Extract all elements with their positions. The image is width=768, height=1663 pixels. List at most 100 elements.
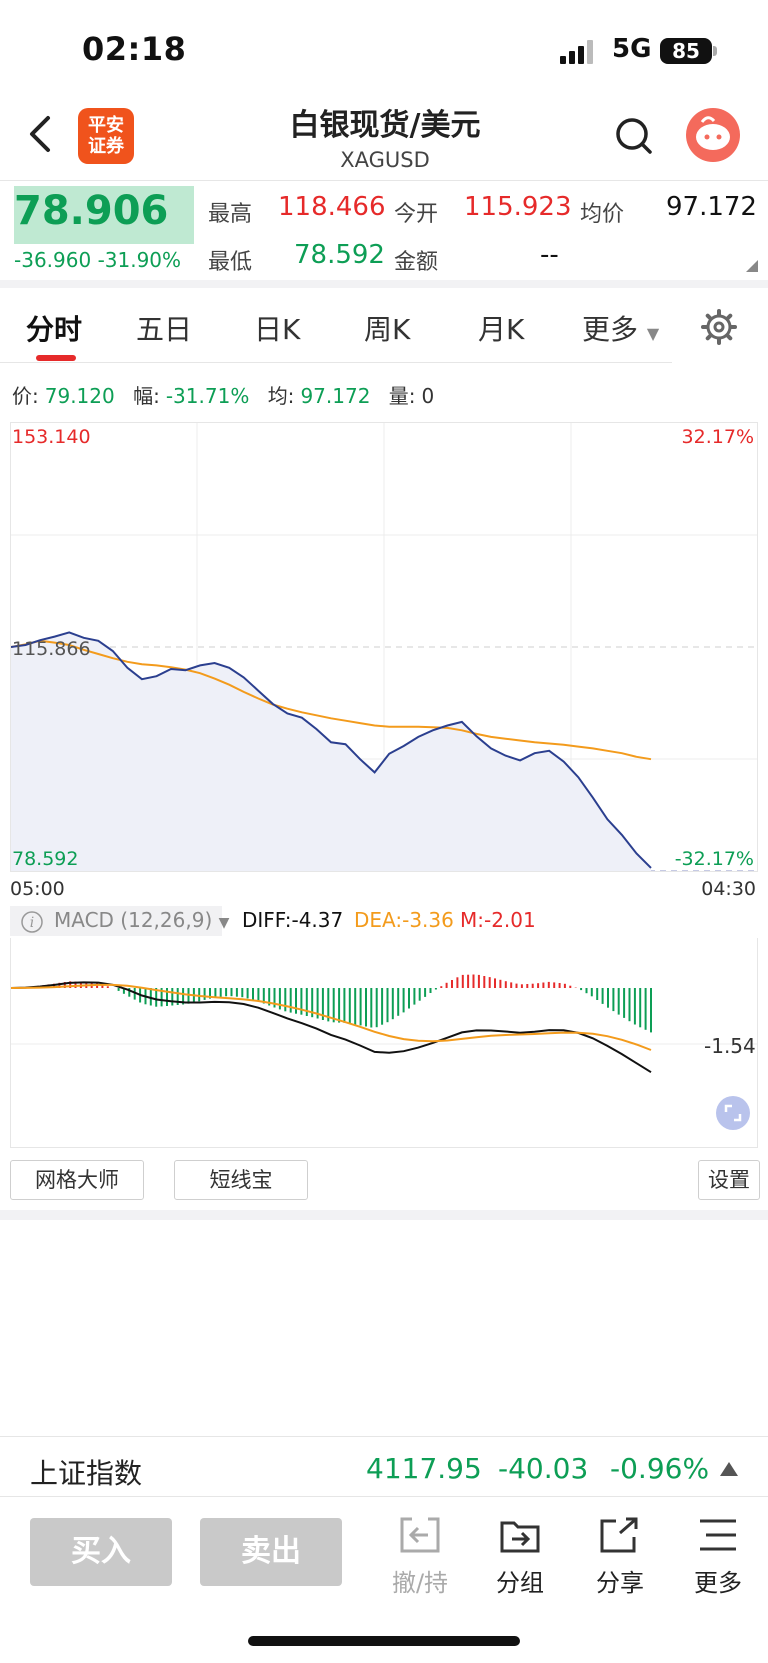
- fullscreen-icon[interactable]: [716, 1096, 750, 1130]
- pct-bottom-label: -32.17%: [674, 848, 754, 870]
- network-type: 5G: [612, 34, 652, 64]
- nav-share-label: 分享: [596, 1569, 644, 1597]
- pct-top-label: 32.17%: [681, 426, 754, 448]
- info-price: 79.120: [44, 384, 115, 408]
- avg-label: 均价: [580, 202, 625, 227]
- assistant-avatar[interactable]: [686, 108, 740, 162]
- info-avg: 97.172: [300, 384, 371, 408]
- amount-value: --: [540, 240, 559, 270]
- index-value: 4117.95: [366, 1452, 482, 1485]
- index-change: -40.03: [498, 1452, 589, 1485]
- section-gap: [0, 280, 768, 288]
- timeshare-chart[interactable]: [10, 422, 758, 872]
- y-bottom-label: 78.592: [12, 848, 79, 870]
- chat-bubble-icon: [696, 116, 730, 150]
- grid-master-button[interactable]: 网格大师: [10, 1160, 144, 1200]
- price-line: [10, 631, 652, 869]
- nav-more-label: 更多: [694, 1569, 742, 1597]
- x-end-label: 04:30: [701, 878, 756, 900]
- chevron-down-icon: ▼: [646, 324, 660, 343]
- svg-text:i: i: [30, 915, 34, 931]
- y-top-label: 153.140: [12, 426, 91, 448]
- crosshair-info: 价: 79.120 幅: -31.71% 均: 97.172 量: 0: [12, 380, 446, 409]
- expand-arrows-icon: [724, 1104, 742, 1122]
- macd-chart-svg: [10, 974, 757, 1074]
- status-time: 02:18: [82, 30, 187, 68]
- x-start-label: 05:00: [10, 878, 65, 900]
- home-indicator: [248, 1636, 520, 1646]
- logo-text-bottom: 证券: [88, 136, 124, 157]
- change-value: -36.960: [14, 248, 92, 272]
- low-value: 78.592: [294, 240, 385, 270]
- index-name[interactable]: 上证指数: [30, 1457, 143, 1490]
- macd-selector[interactable]: [10, 906, 222, 936]
- info-vol-label: 量:: [388, 384, 416, 408]
- short-line-button[interactable]: 短线宝: [174, 1160, 308, 1200]
- macd-diff: DIFF:-4.37: [242, 908, 344, 932]
- nav-cancel[interactable]: 撤/持: [380, 1515, 460, 1598]
- search-icon[interactable]: [614, 116, 654, 156]
- caret-up-icon[interactable]: [720, 1462, 738, 1476]
- back-arrow-icon[interactable]: [26, 112, 56, 156]
- low-label: 最低: [208, 250, 253, 275]
- info-vol: 0: [421, 384, 435, 408]
- macd-chart[interactable]: [10, 938, 758, 1148]
- macd-m: M:-2.01: [460, 908, 536, 932]
- nav-cancel-label: 撤/持: [391, 1569, 449, 1597]
- tab-monthly-k[interactable]: 月K: [478, 313, 525, 346]
- dropdown-icon: ▼: [218, 915, 230, 931]
- buy-button[interactable]: 买入: [30, 1518, 172, 1586]
- high-value: 118.466: [278, 192, 386, 222]
- active-tab-indicator: [36, 355, 76, 361]
- average-price-line: [10, 639, 652, 761]
- price-area: [11, 632, 651, 871]
- logo-text-top: 平安: [88, 115, 124, 136]
- header-divider: [0, 180, 768, 181]
- nav-share[interactable]: 分享: [580, 1515, 660, 1598]
- open-label: 今开: [394, 202, 439, 227]
- share-icon: [600, 1517, 638, 1553]
- tab-weekly-k[interactable]: 周K: [364, 313, 411, 346]
- price-chart-svg: [10, 423, 757, 872]
- info-amp-label: 幅:: [133, 384, 160, 408]
- open-value: 115.923: [464, 192, 572, 222]
- macd-label[interactable]: MACD (12,26,9) ▼: [54, 908, 229, 932]
- tabs-divider: [0, 362, 672, 363]
- tab-timeshare[interactable]: 分时: [26, 313, 83, 346]
- avg-value: 97.172: [666, 192, 757, 222]
- battery-indicator: 85: [660, 38, 712, 64]
- amount-label: 金额: [394, 250, 439, 275]
- menu-icon: [700, 1519, 736, 1551]
- broker-logo: 平安 证券: [78, 108, 134, 164]
- tab-more-label: 更多: [582, 313, 639, 346]
- info-amp: -31.71%: [165, 384, 250, 408]
- battery-tip: [713, 46, 717, 56]
- tab-five-day[interactable]: 五日: [136, 313, 193, 346]
- index-percent: -0.96%: [610, 1452, 710, 1485]
- high-label: 最高: [208, 202, 253, 227]
- macd-label-text: MACD (12,26,9): [54, 908, 213, 932]
- dea-line: [10, 983, 652, 1051]
- section-gap-2: [0, 1210, 768, 1220]
- tab-more[interactable]: 更多 ▼: [582, 308, 659, 348]
- sell-button[interactable]: 卖出: [200, 1518, 342, 1586]
- gear-icon[interactable]: [700, 308, 738, 346]
- nav-more[interactable]: 更多: [678, 1515, 758, 1598]
- change-percent: -31.90%: [97, 248, 182, 272]
- expand-corner-icon[interactable]: [746, 260, 758, 272]
- settings-button[interactable]: 设置: [698, 1160, 760, 1200]
- diff-line: [10, 981, 652, 1074]
- cancel-order-icon: [400, 1517, 440, 1553]
- current-price: 78.906: [14, 188, 169, 234]
- macd-right-label: -1.54: [704, 1034, 756, 1058]
- signal-icon: [560, 40, 593, 64]
- tab-daily-k[interactable]: 日K: [254, 313, 301, 346]
- price-highlight: [14, 186, 194, 244]
- info-icon[interactable]: i: [20, 910, 44, 934]
- y-mid-label: 115.866: [12, 638, 91, 660]
- info-avg-label: 均:: [267, 384, 295, 408]
- page-title: 白银现货/美元: [289, 108, 481, 143]
- macd-histogram: [15, 974, 652, 1033]
- nav-group[interactable]: 分组: [480, 1515, 560, 1598]
- index-divider-bottom: [0, 1496, 768, 1497]
